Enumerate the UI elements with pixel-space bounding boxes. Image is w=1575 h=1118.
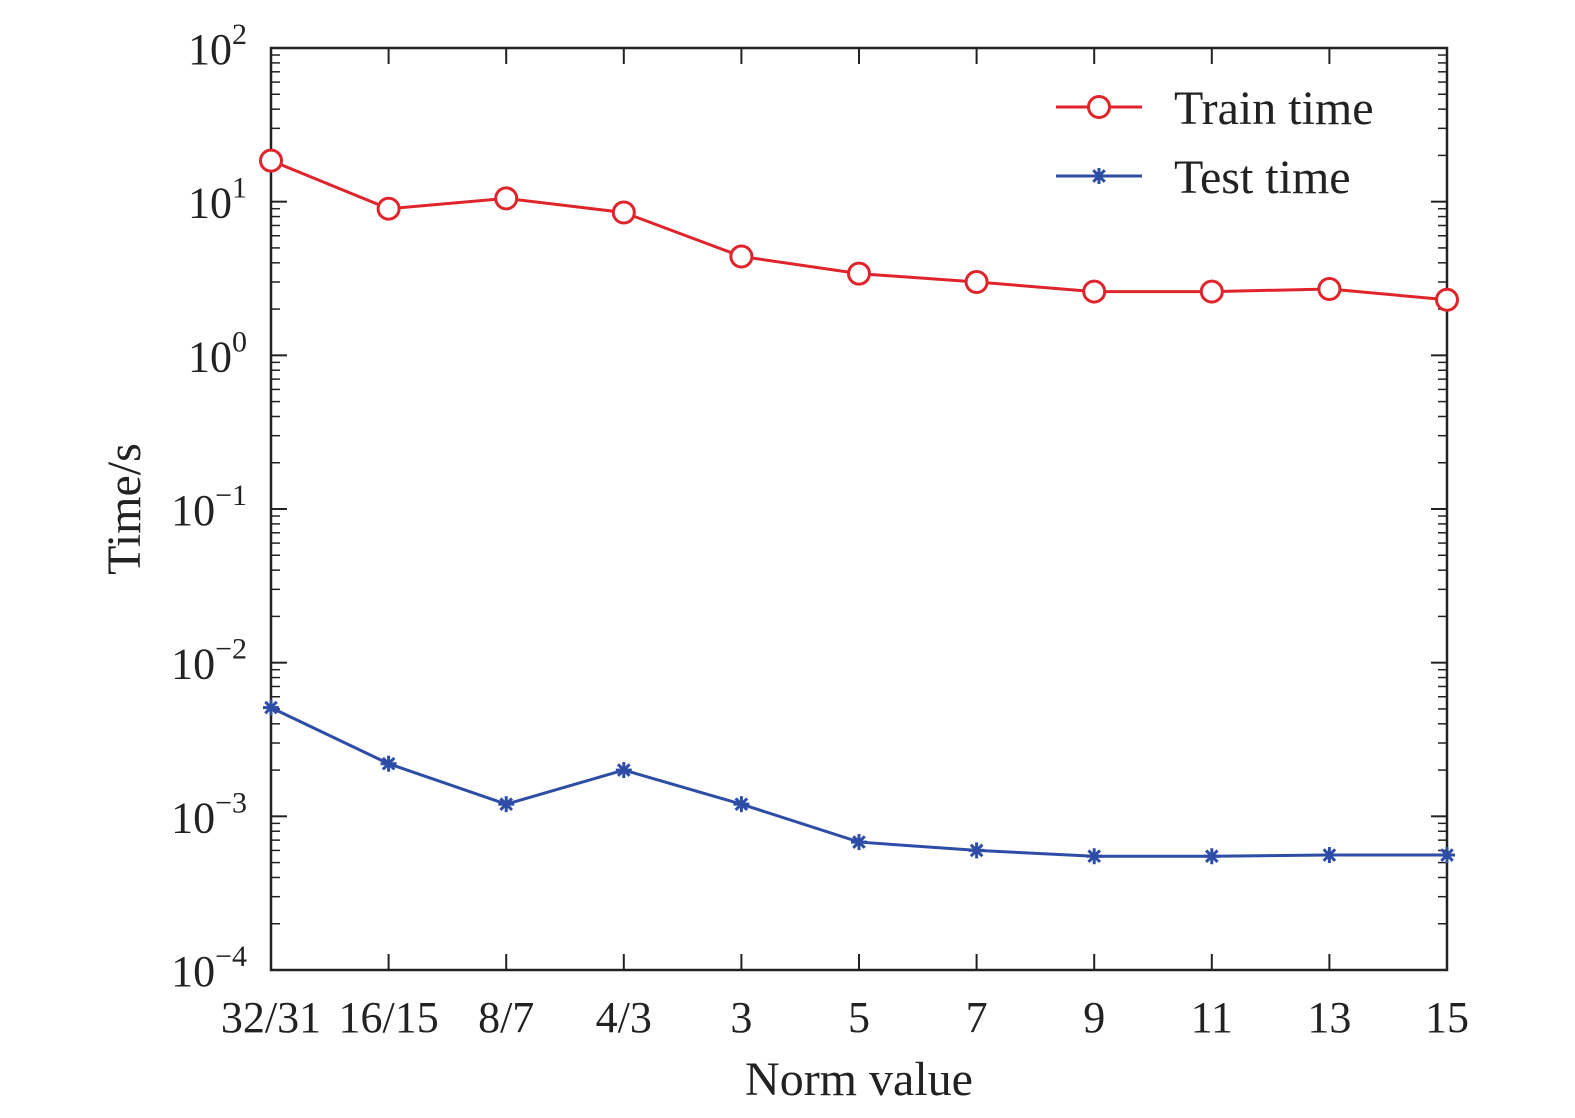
data-point-circle xyxy=(1199,279,1224,304)
y-tick-base: 10 xyxy=(171,793,215,842)
asterisk-stroke xyxy=(381,756,396,771)
asterisk-stroke xyxy=(1087,849,1102,864)
data-point-asterisk xyxy=(1321,847,1338,864)
y-tick-base: 10 xyxy=(171,640,215,689)
data-point-asterisk xyxy=(733,796,750,813)
legend-item: Test time xyxy=(1056,151,1351,204)
y-tick-label: 10−2 xyxy=(171,633,247,689)
series-test-time xyxy=(263,699,1455,865)
y-tick-label: 10−1 xyxy=(171,479,247,535)
data-point-asterisk xyxy=(498,796,515,813)
asterisk-stroke xyxy=(616,763,631,777)
x-tick-label: 11 xyxy=(1191,993,1233,1042)
legend: Train time Test time xyxy=(1056,82,1374,204)
x-tick-label: 4/3 xyxy=(596,993,652,1042)
y-tick-exponent: 2 xyxy=(232,18,247,51)
data-point-circle xyxy=(494,186,519,211)
legend-label: Train time xyxy=(1174,82,1374,135)
x-tick-label: 9 xyxy=(1083,993,1105,1042)
y-tick-base: 10 xyxy=(188,179,232,228)
data-point-asterisk xyxy=(1439,847,1455,864)
asterisk-stroke xyxy=(1092,169,1106,183)
data-point-circle xyxy=(847,261,871,286)
y-tick-exponent: −1 xyxy=(215,479,247,512)
y-tick-base: 10 xyxy=(188,332,232,381)
x-tick-label: 5 xyxy=(848,993,870,1042)
series-layer xyxy=(259,148,1459,865)
series-train-time xyxy=(259,148,1459,312)
x-tick-label: 32/31 xyxy=(221,993,321,1042)
data-point-circle xyxy=(259,148,283,173)
asterisk-stroke xyxy=(1204,849,1219,864)
data-point-circle xyxy=(729,244,754,269)
x-tick-label: 3 xyxy=(730,993,752,1042)
legend-marker-asterisk xyxy=(1091,168,1107,184)
data-point-asterisk xyxy=(380,755,397,772)
legend-item: Train time xyxy=(1056,82,1374,135)
asterisk-stroke xyxy=(1440,848,1454,862)
x-axis-title: Norm value xyxy=(745,1053,973,1106)
data-point-asterisk xyxy=(263,699,279,716)
x-tick-label: 16/15 xyxy=(338,993,438,1042)
x-tick-label: 13 xyxy=(1307,993,1351,1042)
x-tick-label: 15 xyxy=(1425,993,1469,1042)
y-tick-exponent: −3 xyxy=(215,786,247,819)
y-tick-label: 10−4 xyxy=(171,940,247,996)
asterisk-stroke xyxy=(499,797,514,811)
data-point-asterisk xyxy=(615,762,632,779)
y-tick-exponent: −2 xyxy=(215,633,247,666)
asterisk-stroke xyxy=(1322,848,1337,862)
data-point-circle xyxy=(1317,277,1342,302)
data-point-asterisk xyxy=(1203,848,1220,865)
y-tick-label: 102 xyxy=(188,18,247,74)
y-tick-label: 100 xyxy=(188,325,247,381)
series-line xyxy=(270,706,1447,858)
y-tick-exponent: 1 xyxy=(232,172,247,205)
data-point-circle xyxy=(376,196,401,221)
asterisk-stroke xyxy=(852,835,866,849)
asterisk-stroke xyxy=(264,700,278,715)
x-tick-label: 8/7 xyxy=(478,993,534,1042)
data-point-asterisk xyxy=(1086,848,1103,865)
x-tick-label: 7 xyxy=(966,993,988,1042)
y-tick-label: 10−3 xyxy=(171,786,247,842)
y-tick-exponent: −4 xyxy=(215,940,247,973)
asterisk-stroke xyxy=(969,843,984,858)
data-point-circle xyxy=(1435,287,1459,312)
data-point-circle xyxy=(611,200,636,225)
data-point-circle xyxy=(964,270,989,295)
asterisk-stroke xyxy=(734,797,749,811)
y-axis-title: Time/s xyxy=(98,443,151,575)
y-tick-label: 101 xyxy=(188,172,247,228)
data-point-asterisk xyxy=(968,842,985,859)
data-point-asterisk xyxy=(851,834,867,851)
y-tick-exponent: 0 xyxy=(232,325,247,358)
data-point-circle xyxy=(1082,279,1107,304)
legend-marker-circle xyxy=(1087,95,1111,119)
y-tick-base: 10 xyxy=(188,25,232,74)
y-tick-base: 10 xyxy=(171,486,215,535)
legend-label: Test time xyxy=(1174,151,1351,204)
y-tick-base: 10 xyxy=(171,947,215,996)
